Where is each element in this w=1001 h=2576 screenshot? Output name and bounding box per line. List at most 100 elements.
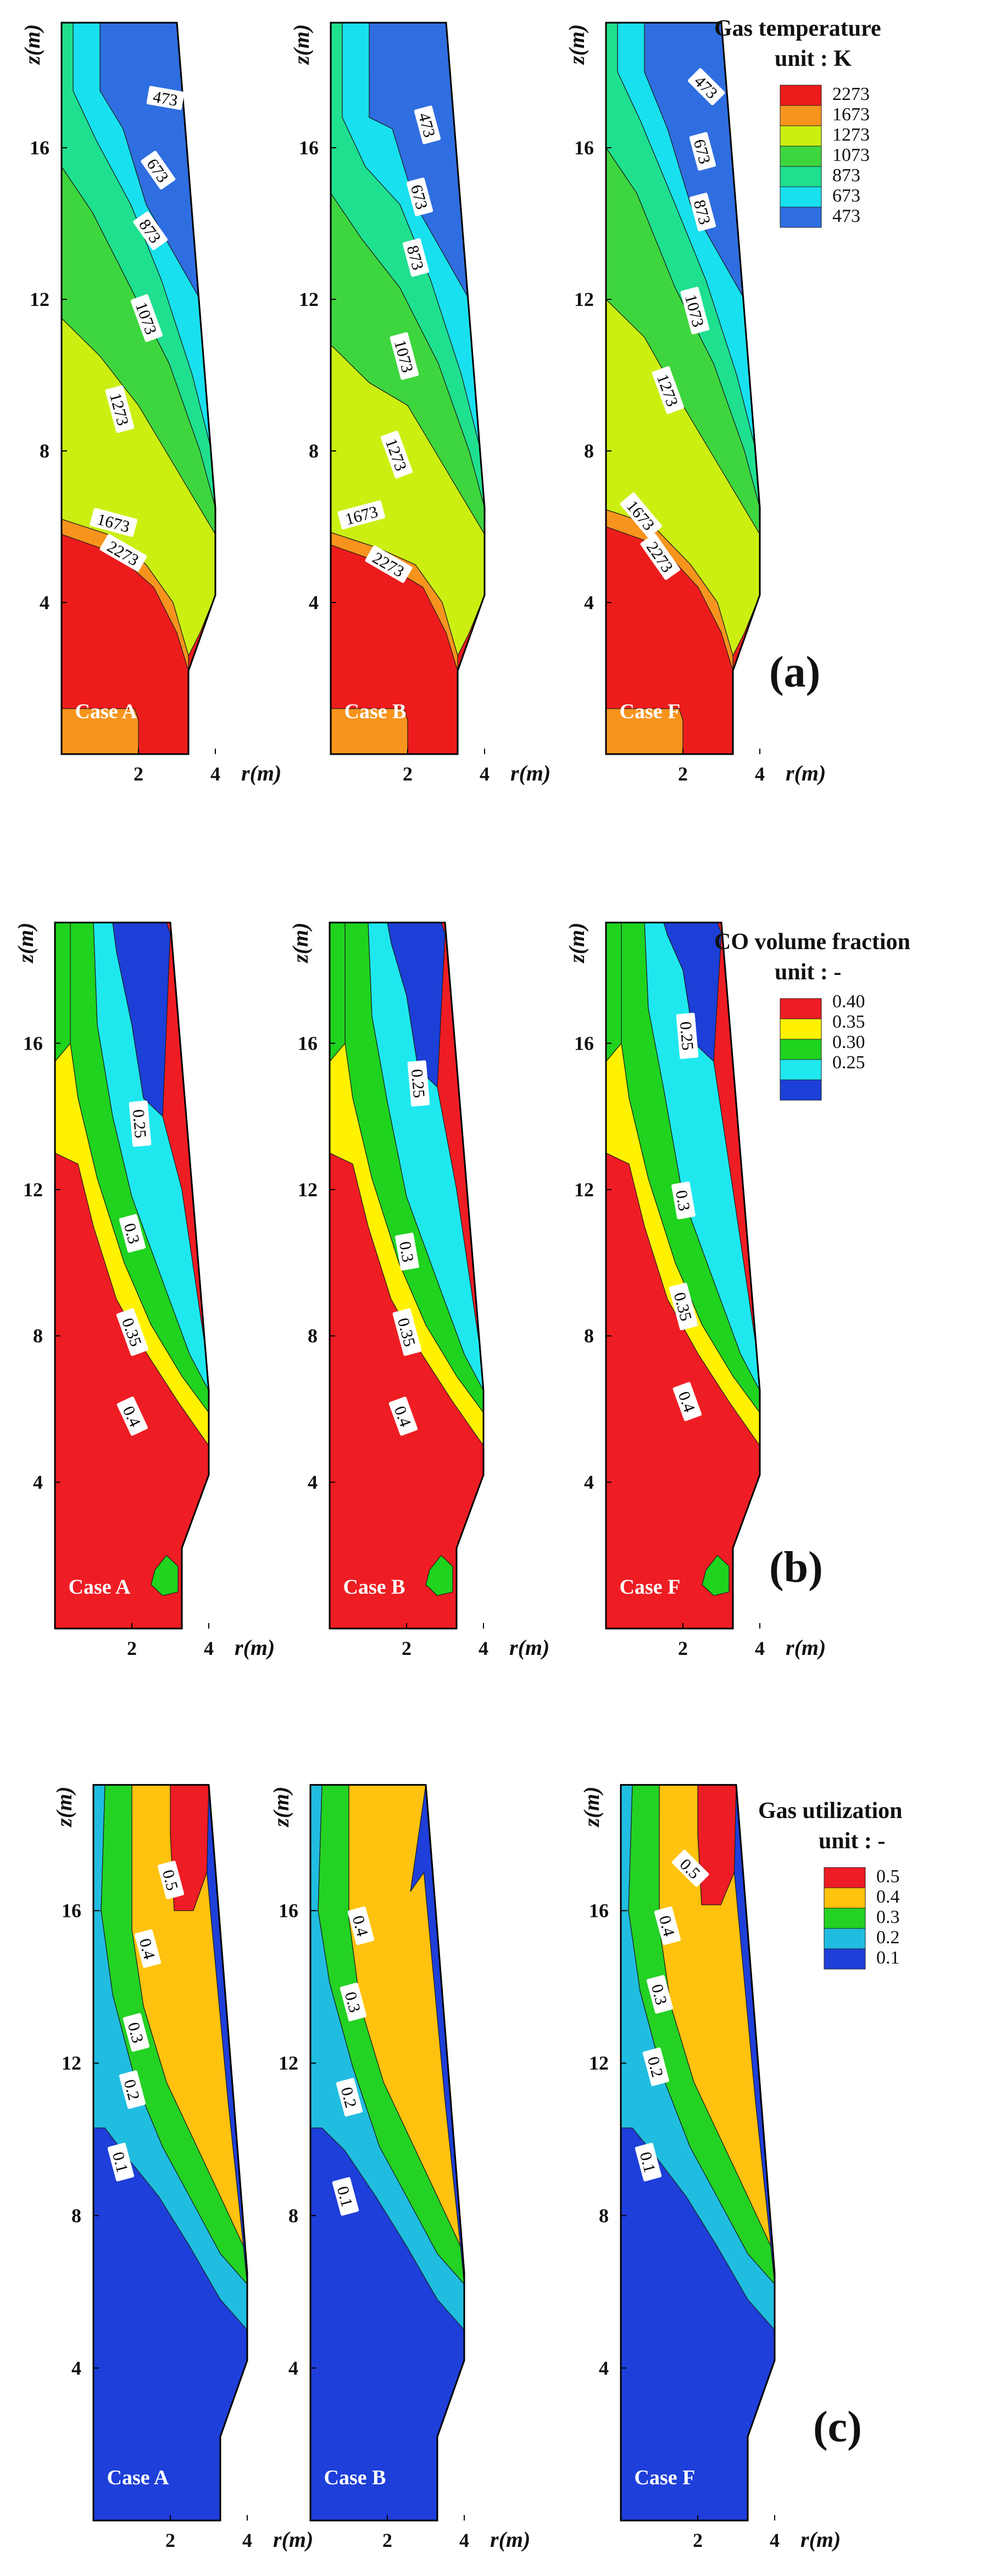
contour-region bbox=[93, 1910, 247, 2330]
z-tick-label: 8 bbox=[308, 1325, 318, 1347]
case-label: Case A bbox=[69, 1576, 131, 1599]
z-tick-label: 8 bbox=[40, 440, 49, 462]
r-tick-label: 4 bbox=[459, 2529, 469, 2551]
r-axis-label: r(m) bbox=[800, 2527, 841, 2552]
contour-label: 0.3 bbox=[395, 1233, 419, 1271]
r-axis-label: r(m) bbox=[509, 1635, 549, 1660]
contour-label: 673 bbox=[141, 150, 176, 190]
contour-label-box bbox=[123, 2013, 150, 2052]
contour-fill bbox=[93, 1785, 247, 2521]
legend-label: 0.25 bbox=[832, 1052, 865, 1073]
panel-label: (c) bbox=[813, 2403, 862, 2451]
r-axis-label: r(m) bbox=[241, 761, 281, 785]
legend-label: 0.4 bbox=[876, 1887, 900, 1907]
r-axis-label: r(m) bbox=[273, 2527, 313, 2552]
legend-title: Gas temperature bbox=[714, 16, 881, 41]
furnace-outline bbox=[54, 922, 210, 1630]
contour-label-box bbox=[676, 1012, 699, 1060]
contour-label: 1073 bbox=[390, 332, 419, 380]
z-tick-label: 12 bbox=[299, 288, 319, 310]
contour-label-box bbox=[146, 86, 185, 110]
legend-swatch bbox=[824, 1928, 866, 1949]
legend-unit: unit : - bbox=[819, 1828, 885, 1854]
contour-label-box bbox=[406, 177, 433, 216]
z-tick-label: 8 bbox=[71, 2205, 81, 2227]
contour-region bbox=[606, 922, 622, 1062]
z-axis-label: z(m) bbox=[13, 923, 38, 964]
z-tick-label: 12 bbox=[574, 1179, 594, 1201]
r-tick-label: 2 bbox=[403, 763, 413, 785]
contour-fill bbox=[606, 922, 760, 1629]
z-tick-label: 4 bbox=[33, 1471, 43, 1493]
contour-label: 0.25 bbox=[407, 1060, 430, 1107]
r-tick-label: 4 bbox=[755, 763, 765, 785]
contour-label-box bbox=[336, 2078, 363, 2117]
furnace-outline bbox=[620, 1784, 776, 2522]
z-tick-label: 8 bbox=[584, 440, 594, 462]
z-tick-label: 4 bbox=[599, 2357, 609, 2379]
r-axis-label: r(m) bbox=[786, 1635, 826, 1660]
r-tick-label: 2 bbox=[134, 763, 143, 785]
contour-label-box bbox=[390, 332, 419, 380]
contour-label: 0.25 bbox=[676, 1012, 699, 1060]
contour-region bbox=[702, 1555, 730, 1596]
contour-label-box bbox=[654, 1906, 681, 1945]
contour-label-box bbox=[388, 1396, 418, 1436]
contour-label: 0.1 bbox=[332, 2177, 359, 2216]
legend-swatch bbox=[780, 207, 822, 228]
contour-label-box bbox=[672, 1382, 702, 1421]
contour-label-box bbox=[669, 1283, 698, 1330]
r-tick-label: 4 bbox=[770, 2529, 780, 2551]
contour-fill bbox=[331, 23, 485, 754]
contour-label-box bbox=[134, 1929, 162, 1968]
case-label: Case B bbox=[344, 700, 407, 723]
z-tick-label: 12 bbox=[62, 2052, 81, 2074]
z-axis-label: z(m) bbox=[20, 24, 45, 65]
contour-region bbox=[425, 1555, 453, 1596]
z-tick-label: 8 bbox=[584, 1325, 594, 1347]
legend-label: 1073 bbox=[832, 145, 870, 165]
legend-label: 473 bbox=[832, 206, 860, 226]
z-tick-label: 8 bbox=[309, 440, 319, 462]
contour-region bbox=[55, 1042, 209, 1446]
contour-label-box bbox=[365, 545, 413, 583]
contour-label-box bbox=[671, 1849, 709, 1887]
contour-label-box bbox=[652, 366, 685, 414]
legend-swatch bbox=[780, 105, 822, 126]
furnace-outline bbox=[60, 21, 216, 755]
r-axis-label: r(m) bbox=[235, 1635, 275, 1660]
panel-label: (b) bbox=[769, 1543, 823, 1592]
contour-label: 0.4 bbox=[654, 1906, 681, 1945]
legend-title: CO volume fraction bbox=[714, 929, 910, 955]
z-tick-label: 12 bbox=[23, 1179, 43, 1201]
legend-label: 1673 bbox=[832, 104, 870, 125]
z-tick-label: 16 bbox=[62, 1900, 81, 1922]
legend-label: 0.30 bbox=[832, 1032, 865, 1052]
r-tick-label: 2 bbox=[382, 2529, 392, 2551]
contour-label-box bbox=[671, 1181, 696, 1220]
furnace-outline bbox=[605, 922, 761, 1630]
contour-label-box bbox=[119, 1214, 146, 1253]
z-tick-label: 16 bbox=[23, 1032, 43, 1054]
legend-unit: unit : K bbox=[775, 46, 852, 71]
legend-swatch bbox=[780, 998, 822, 1019]
z-tick-label: 4 bbox=[584, 1471, 594, 1493]
r-tick-label: 2 bbox=[165, 2529, 175, 2551]
legend-swatch bbox=[780, 125, 822, 147]
contour-label-text: 0.25 bbox=[676, 1021, 697, 1051]
contour-label-box bbox=[620, 492, 662, 538]
z-axis-label: z(m) bbox=[564, 923, 589, 964]
contour-label: 0.3 bbox=[671, 1181, 696, 1220]
contour-label-box bbox=[646, 1975, 674, 2014]
case-label: Case B bbox=[324, 2466, 386, 2489]
r-axis-label: r(m) bbox=[490, 2527, 530, 2552]
z-axis-label: z(m) bbox=[52, 1787, 76, 1828]
z-tick-label: 12 bbox=[574, 288, 594, 310]
contour-label-box bbox=[689, 132, 716, 171]
contour-label-box bbox=[130, 294, 163, 342]
legend-swatch bbox=[780, 1018, 822, 1040]
